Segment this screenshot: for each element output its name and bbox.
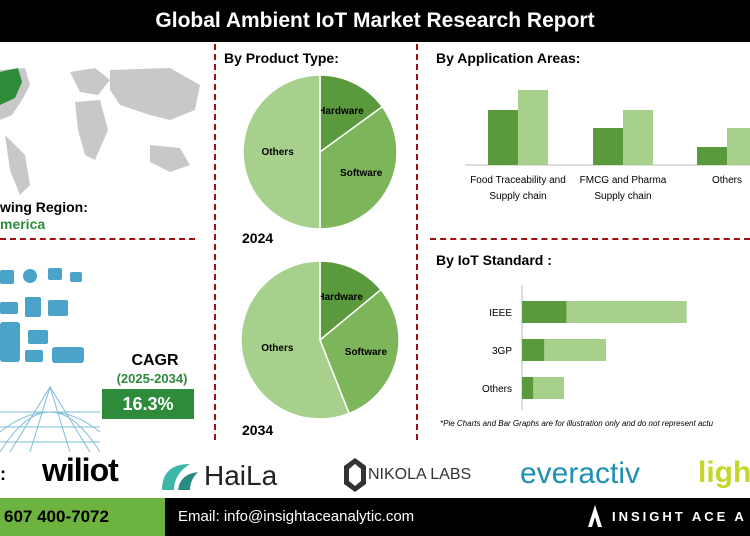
divider-right-horizontal bbox=[430, 238, 750, 240]
application-title: By Application Areas: bbox=[436, 50, 581, 66]
pie-label-hardware: Hardware bbox=[318, 106, 364, 117]
app-bar bbox=[518, 90, 548, 165]
world-map bbox=[0, 68, 200, 195]
app-bar bbox=[697, 147, 727, 165]
email-contact[interactable]: Email: info@insightaceanalytic.com bbox=[178, 508, 415, 525]
app-category-label: Supply chain bbox=[489, 191, 546, 202]
companies-prefix: : bbox=[0, 464, 6, 484]
pie-label-software: Software bbox=[345, 347, 388, 358]
brand-name: INSIGHT ACE A bbox=[612, 509, 747, 524]
pie-slice-others bbox=[242, 74, 321, 230]
app-category-label: Food Traceability and bbox=[470, 175, 566, 186]
app-category-label: Others bbox=[712, 175, 742, 186]
insight-ace-icon bbox=[588, 505, 602, 527]
region-label: wing Region: bbox=[0, 199, 88, 215]
cagr-label: CAGR bbox=[131, 352, 179, 369]
logo-light: ligh bbox=[698, 456, 750, 489]
region-value: merica bbox=[0, 216, 46, 232]
pie-slice-others bbox=[240, 260, 351, 420]
pie-slice-hardware bbox=[319, 260, 382, 342]
std-category-label: IEEE bbox=[489, 308, 512, 319]
app-bar bbox=[593, 128, 623, 165]
logo-nikola-labs: NIKOLA LABS bbox=[368, 466, 472, 483]
pie-chart-2024: Hardware Software Others bbox=[242, 74, 398, 230]
iot-devices-illustration bbox=[0, 268, 100, 452]
logo-everactiv: everactiv bbox=[520, 457, 641, 490]
pie-chart-2034: Hardware Software Others bbox=[240, 260, 400, 420]
divider-left-horizontal bbox=[0, 238, 195, 240]
illustration-note: *Pie Charts and Bar Graphs are for illus… bbox=[440, 419, 714, 428]
std-bar bbox=[522, 301, 567, 323]
logo-wiliot: wiliot bbox=[42, 452, 119, 488]
haila-icon bbox=[160, 460, 200, 492]
pie-label-others: Others bbox=[261, 343, 294, 354]
pie-slice-hardware bbox=[319, 74, 384, 154]
application-bar-chart: Food Traceability and Supply chain FMCG an… bbox=[465, 90, 750, 202]
year-label-2034: 2034 bbox=[242, 422, 274, 438]
divider-left bbox=[214, 44, 216, 440]
iot-standard-title: By IoT Standard : bbox=[436, 252, 552, 268]
pie-slice-software bbox=[319, 105, 398, 230]
pie-label-hardware: Hardware bbox=[317, 292, 363, 303]
cagr-value: 16.3% bbox=[102, 389, 194, 419]
app-category-label: Supply chain bbox=[594, 191, 651, 202]
pie-slice-software bbox=[319, 288, 400, 415]
std-category-label: 3GP bbox=[492, 346, 512, 357]
std-category-label: Others bbox=[482, 384, 512, 395]
app-bar bbox=[488, 110, 518, 165]
cagr-period: (2025-2034) bbox=[116, 371, 188, 386]
report-title: Global Ambient IoT Market Research Repor… bbox=[0, 0, 750, 42]
logo-haila: HaiLa bbox=[204, 460, 278, 491]
std-bar bbox=[522, 377, 534, 399]
app-category-label: FMCG and Pharma bbox=[580, 175, 667, 186]
pie-label-software: Software bbox=[340, 168, 383, 179]
divider-right bbox=[416, 44, 418, 440]
std-bar bbox=[522, 339, 545, 361]
product-type-title: By Product Type: bbox=[224, 50, 339, 66]
iot-standard-bar-chart: IEEE 3GP Others bbox=[482, 285, 687, 410]
phone-number[interactable]: 607 400-7072 bbox=[0, 498, 165, 536]
pie-label-others: Others bbox=[262, 147, 295, 158]
app-bar bbox=[623, 110, 653, 165]
nikola-labs-icon bbox=[344, 458, 366, 492]
app-bar bbox=[727, 128, 750, 165]
year-label-2024: 2024 bbox=[242, 230, 274, 246]
